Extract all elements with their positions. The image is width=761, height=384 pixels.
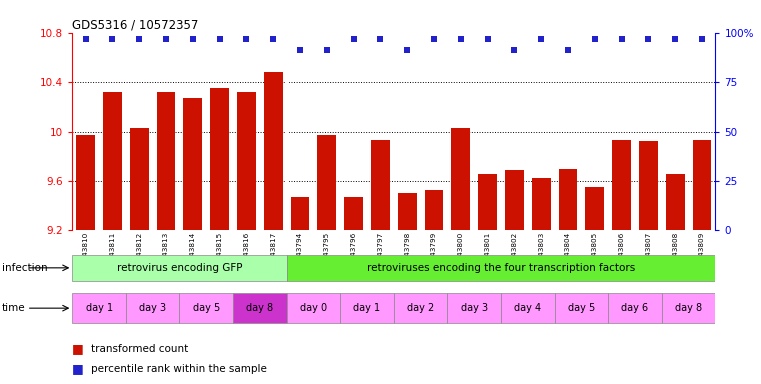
- Text: transformed count: transformed count: [91, 344, 189, 354]
- Bar: [103, 92, 122, 230]
- Bar: [237, 92, 256, 230]
- Bar: [126, 293, 180, 323]
- Text: ■: ■: [72, 362, 84, 375]
- Text: day 8: day 8: [247, 303, 273, 313]
- Text: GDS5316 / 10572357: GDS5316 / 10572357: [72, 18, 199, 31]
- Bar: [180, 293, 233, 323]
- Bar: [344, 197, 363, 230]
- Bar: [394, 293, 447, 323]
- Bar: [447, 293, 501, 323]
- Text: time: time: [2, 303, 25, 313]
- Bar: [130, 128, 148, 230]
- Bar: [559, 169, 578, 230]
- Bar: [662, 293, 715, 323]
- Bar: [76, 135, 95, 230]
- Bar: [505, 170, 524, 230]
- Bar: [425, 190, 444, 230]
- Bar: [451, 128, 470, 230]
- Bar: [233, 293, 287, 323]
- Bar: [612, 140, 631, 230]
- Bar: [291, 197, 310, 230]
- Text: ■: ■: [72, 342, 84, 355]
- Bar: [72, 255, 287, 281]
- Text: day 3: day 3: [139, 303, 166, 313]
- Text: day 1: day 1: [85, 303, 113, 313]
- Bar: [478, 174, 497, 230]
- Bar: [608, 293, 662, 323]
- Bar: [639, 141, 658, 230]
- Bar: [666, 174, 685, 230]
- Bar: [532, 179, 550, 230]
- Bar: [371, 140, 390, 230]
- Bar: [693, 140, 712, 230]
- Bar: [398, 193, 416, 230]
- Text: day 5: day 5: [568, 303, 595, 313]
- Bar: [210, 88, 229, 230]
- Bar: [317, 135, 336, 230]
- Text: day 6: day 6: [622, 303, 648, 313]
- Text: day 0: day 0: [300, 303, 327, 313]
- Bar: [264, 72, 282, 230]
- Text: retroviruses encoding the four transcription factors: retroviruses encoding the four transcrip…: [367, 263, 635, 273]
- Text: day 2: day 2: [407, 303, 435, 313]
- Bar: [287, 293, 340, 323]
- Text: percentile rank within the sample: percentile rank within the sample: [91, 364, 267, 374]
- Text: day 5: day 5: [193, 303, 220, 313]
- Text: day 1: day 1: [353, 303, 380, 313]
- Text: infection: infection: [2, 263, 47, 273]
- Text: day 3: day 3: [460, 303, 488, 313]
- Bar: [157, 92, 176, 230]
- Text: day 4: day 4: [514, 303, 541, 313]
- Bar: [287, 255, 715, 281]
- Bar: [72, 293, 126, 323]
- Bar: [183, 98, 202, 230]
- Bar: [585, 187, 604, 230]
- Bar: [501, 293, 555, 323]
- Bar: [340, 293, 394, 323]
- Text: day 8: day 8: [675, 303, 702, 313]
- Text: retrovirus encoding GFP: retrovirus encoding GFP: [116, 263, 242, 273]
- Bar: [555, 293, 608, 323]
